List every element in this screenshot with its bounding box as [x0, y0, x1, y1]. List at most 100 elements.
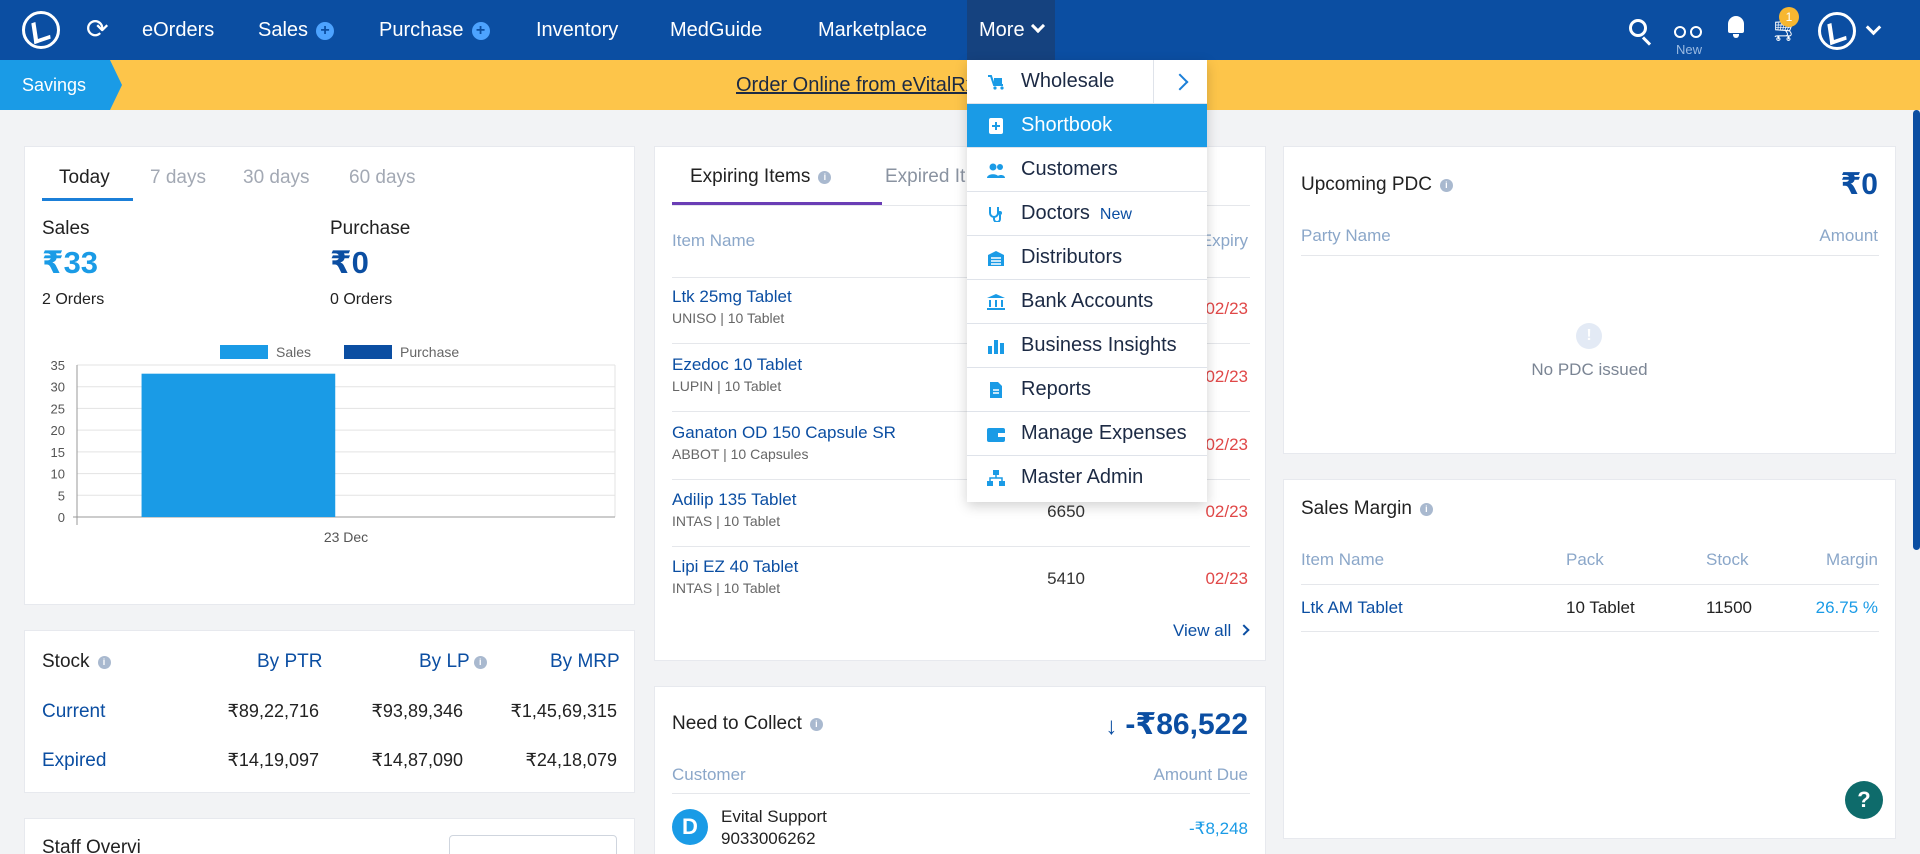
- item-company-pack: UNISO | 10 Tablet: [672, 310, 785, 326]
- nav-medguide[interactable]: MedGuide: [670, 19, 763, 41]
- tab-30-days[interactable]: 30 days: [243, 167, 310, 188]
- nav-eorders[interactable]: eOrders: [142, 19, 215, 41]
- nav-purchase[interactable]: Purchase +: [379, 0, 490, 60]
- info-icon[interactable]: i: [809, 718, 823, 731]
- tab-expired-items[interactable]: Expired It: [885, 166, 966, 187]
- info-icon[interactable]: i: [1439, 179, 1453, 192]
- admin-icon: [987, 470, 1005, 486]
- stock-title: Stock i: [42, 651, 111, 673]
- purchase-orders: 0 Orders: [330, 291, 393, 308]
- chevron-down-icon: [1030, 18, 1045, 34]
- item-expiry: 02/23: [1205, 435, 1248, 454]
- cart-badge: 1: [1779, 7, 1799, 27]
- menu-item-doctors[interactable]: Doctors New: [967, 192, 1207, 236]
- menu-item-label: Manage Expenses: [1021, 422, 1187, 444]
- margin-item-name[interactable]: Ltk AM Tablet: [1301, 598, 1403, 617]
- menu-item-reports[interactable]: Reports: [967, 368, 1207, 412]
- delivery-bike-icon[interactable]: [1674, 18, 1704, 40]
- tab-underline: [42, 198, 133, 201]
- y-tick-label: 15: [51, 445, 65, 460]
- info-icon[interactable]: i: [1419, 503, 1433, 516]
- menu-item-master-admin[interactable]: Master Admin: [967, 456, 1207, 500]
- menu-item-label: Reports: [1021, 378, 1092, 400]
- customer-name[interactable]: Evital Support: [721, 807, 827, 826]
- stock-col-ptr[interactable]: By PTR: [257, 651, 323, 672]
- divider: [672, 205, 1250, 206]
- item-name-link[interactable]: Ltk 25mg Tablet: [672, 287, 792, 306]
- col-margin: Margin: [1826, 550, 1878, 569]
- nav-inventory[interactable]: Inventory: [536, 19, 619, 41]
- purchase-label: Purchase: [330, 218, 411, 239]
- add-purchase-icon[interactable]: +: [471, 22, 490, 40]
- menu-item-bank-accounts[interactable]: Bank Accounts: [967, 280, 1207, 324]
- staff-card: Staff Overvi: [24, 818, 635, 854]
- nav-marketplace[interactable]: Marketplace: [818, 19, 927, 41]
- col-item-name: Item Name: [1301, 550, 1385, 569]
- info-icon[interactable]: i: [818, 171, 832, 184]
- search-icon[interactable]: [1629, 19, 1647, 37]
- menu-item-shortbook[interactable]: Shortbook: [967, 104, 1207, 148]
- item-expiry: 02/23: [1205, 367, 1248, 386]
- help-button[interactable]: ?: [1845, 781, 1883, 819]
- stock-row-current[interactable]: Current: [42, 701, 106, 722]
- app-logo[interactable]: [22, 11, 60, 49]
- add-sale-icon[interactable]: +: [316, 22, 335, 40]
- legend-swatch: [344, 345, 392, 359]
- wholesale-icon: [988, 75, 1004, 90]
- nav-sales[interactable]: Sales +: [258, 0, 335, 60]
- stock-col-mrp[interactable]: By MRP: [550, 651, 620, 672]
- item-name-link[interactable]: Ezedoc 10 Tablet: [672, 355, 803, 374]
- bar-sales: [141, 373, 336, 517]
- menu-item-manage-expenses[interactable]: Manage Expenses: [967, 412, 1207, 456]
- need-to-collect-card: Need to Collect i ↓ -₹86,522 Customer Amou…: [654, 686, 1266, 854]
- avatar[interactable]: [1818, 12, 1856, 50]
- menu-item-distributors[interactable]: Distributors: [967, 236, 1207, 280]
- y-tick-label: 30: [51, 380, 65, 395]
- chevron-right-icon[interactable]: [1153, 60, 1207, 104]
- menu-item-label: Distributors: [1021, 246, 1123, 268]
- col-pack: Pack: [1566, 550, 1604, 569]
- stock-value: ₹1,45,69,315: [510, 701, 617, 721]
- nav-more[interactable]: More: [967, 0, 1055, 60]
- refresh-icon[interactable]: ⟳: [86, 14, 109, 44]
- item-name-link[interactable]: Adilip 135 Tablet: [672, 490, 797, 509]
- view-all-link[interactable]: View all: [1173, 621, 1250, 641]
- stock-value: ₹89,22,716: [227, 701, 319, 721]
- item-name-link[interactable]: Ganaton OD 150 Capsule SR: [672, 423, 896, 442]
- col-expiry: Expiry: [1200, 231, 1248, 250]
- chevron-down-icon[interactable]: [1865, 19, 1882, 36]
- item-expiry: 02/23: [1205, 502, 1248, 521]
- menu-item-wholesale[interactable]: Wholesale: [967, 60, 1207, 104]
- tab-today[interactable]: Today: [59, 167, 110, 188]
- collect-total-value: -₹86,522: [1125, 708, 1248, 741]
- menu-item-label: Shortbook: [1021, 114, 1113, 136]
- col-amount: Amount: [1819, 226, 1878, 245]
- scrollbar[interactable]: [1913, 110, 1920, 550]
- info-icon[interactable]: i: [473, 656, 487, 669]
- stock-row-expired[interactable]: Expired: [42, 750, 107, 771]
- x-tick-label: 23 Dec: [324, 529, 368, 545]
- col-party-name: Party Name: [1301, 226, 1391, 245]
- bell-icon[interactable]: [1726, 16, 1746, 38]
- pdc-title: Upcoming PDC i: [1301, 174, 1453, 196]
- tab-expiring-items[interactable]: Expiring Items i: [690, 166, 832, 188]
- item-name-link[interactable]: Lipi EZ 40 Tablet: [672, 557, 799, 576]
- divider: [672, 411, 1250, 412]
- item-quantity: 6650: [1047, 502, 1085, 521]
- sales-summary-card: Today 7 days 30 days 60 days Sales ₹33 2…: [24, 146, 635, 605]
- info-icon[interactable]: i: [97, 656, 111, 669]
- staff-select[interactable]: [449, 835, 617, 854]
- menu-item-customers[interactable]: Customers: [967, 148, 1207, 192]
- menu-item-business-insights[interactable]: Business Insights: [967, 324, 1207, 368]
- tab-7-days[interactable]: 7 days: [150, 167, 206, 188]
- collect-total: ↓ -₹86,522: [1105, 707, 1248, 742]
- wallet-icon: [987, 428, 1005, 442]
- stock-col-lp[interactable]: By LP i: [419, 651, 487, 673]
- nav-more-label: More: [979, 19, 1025, 41]
- divider: [672, 479, 1250, 480]
- tab-60-days[interactable]: 60 days: [349, 167, 416, 188]
- col-customer: Customer: [672, 765, 746, 784]
- menu-item-label: Wholesale: [1021, 70, 1115, 92]
- divider: [672, 793, 1250, 794]
- item-expiry: 02/23: [1205, 299, 1248, 318]
